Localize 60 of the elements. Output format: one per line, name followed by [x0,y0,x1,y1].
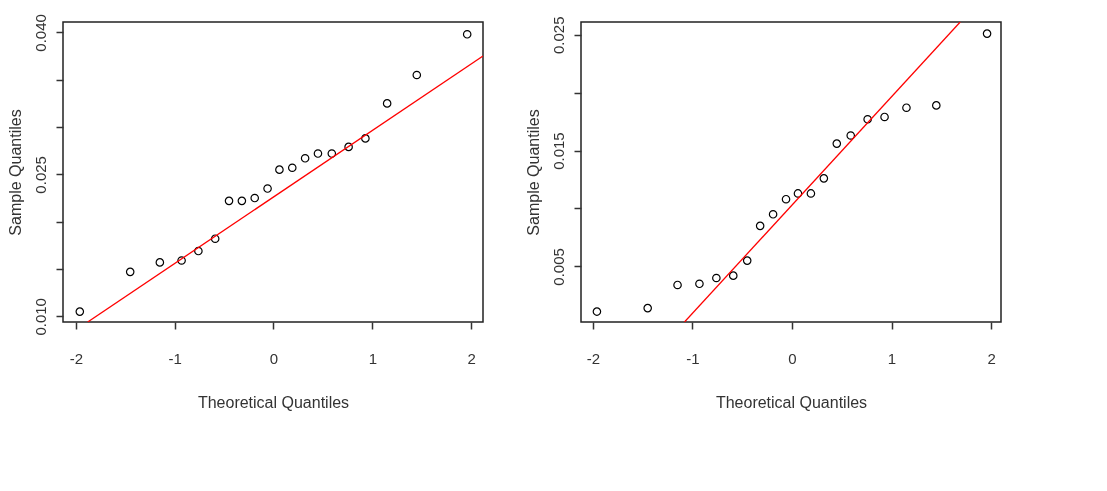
y-axis-title: Sample Quantiles [6,109,24,236]
point [177,256,186,265]
point [155,258,165,267]
point [742,256,752,265]
point [755,221,765,231]
point [194,246,203,256]
point [592,307,602,316]
point [263,184,272,193]
point [793,189,803,198]
point [846,131,856,140]
point [300,153,310,163]
x-tick-label: 0 [788,349,797,367]
point [695,279,704,289]
x-tick-label: 1 [887,349,897,367]
x-tick-label: -2 [69,349,84,367]
x-tick-label: 2 [467,349,476,367]
point [237,196,247,206]
point [275,165,284,174]
point [806,189,816,198]
point [982,29,992,38]
point [932,101,941,110]
point [819,174,829,183]
point [125,267,135,277]
point [863,115,872,124]
point [210,234,220,244]
point [327,149,337,158]
point [361,134,370,143]
point [673,280,682,290]
x-tick-label: -2 [586,349,601,367]
point [781,194,791,204]
x-tick-label: 0 [269,349,279,367]
point [712,273,721,283]
y-tick-label: 0.025 [31,156,49,194]
point [832,139,842,148]
point [344,142,353,152]
point [313,149,323,158]
y-tick-label: 0.010 [31,298,49,336]
x-axis-title: Theoretical Quantiles [197,393,350,411]
y-axis-title: Sample Quantiles [524,109,542,236]
point [902,103,911,113]
y-tick-label: 0.025 [549,16,567,55]
y-tick-label: 0.015 [549,132,567,170]
point [880,112,889,122]
point [250,193,260,203]
point [287,163,297,173]
point [643,303,652,313]
point [224,196,234,206]
y-tick-label: 0.005 [549,248,567,286]
point [768,209,778,219]
x-tick-label: -1 [686,349,700,367]
x-tick-label: -1 [168,349,182,367]
point [75,307,85,316]
point [728,271,738,280]
y-tick-label: 0.040 [31,14,49,52]
x-axis-title: Theoretical Quantiles [715,393,868,411]
point [412,70,422,80]
point [382,99,392,108]
x-tick-label: 1 [368,349,377,367]
point [462,30,472,39]
x-tick-label: 2 [987,349,996,367]
